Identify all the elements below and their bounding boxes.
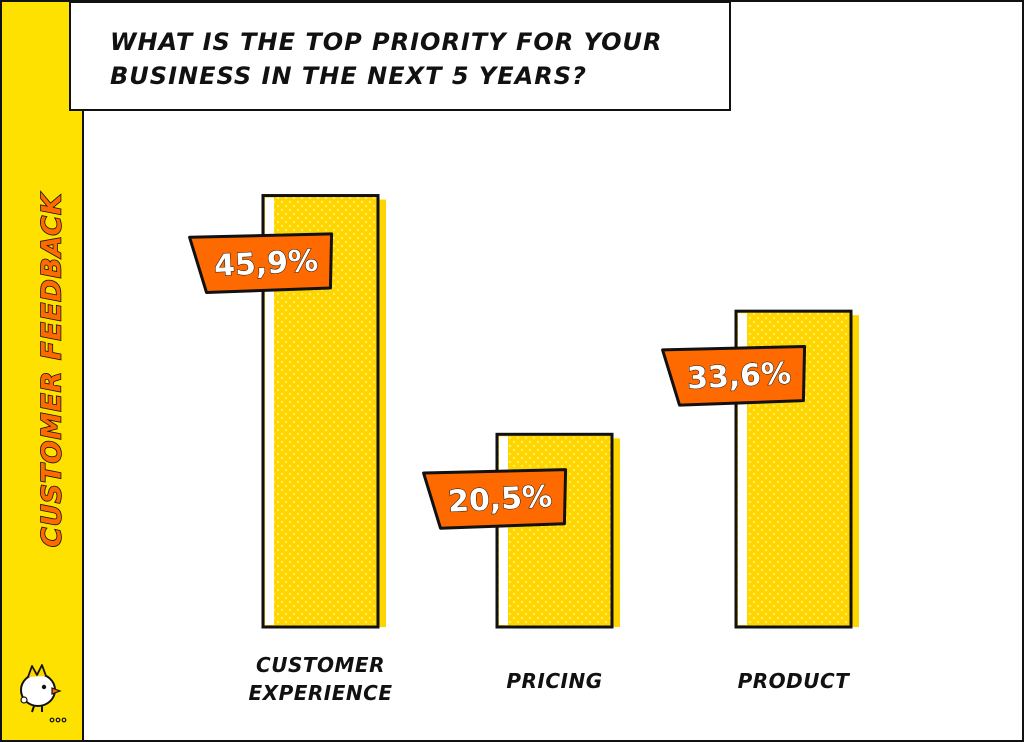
value-label-box (422, 468, 568, 530)
title-box (69, 1, 731, 111)
value-label-box (661, 344, 807, 407)
mascot-logo-icon (20, 664, 67, 723)
value-label: 45,9% (213, 244, 319, 284)
category-label: PRODUCT (738, 669, 851, 693)
bar-1 (495, 432, 614, 629)
sidebar-title: CUSTOMER FEEDBACK (37, 192, 68, 547)
bar-highlight (499, 436, 508, 625)
bar-highlight (738, 313, 747, 625)
bar-highlight (265, 197, 274, 626)
value-label: 33,6% (686, 356, 792, 396)
value-label-tag: 20,5% (422, 468, 568, 530)
value-label: 20,5% (447, 479, 553, 519)
value-label-tag: 45,9% (188, 232, 334, 294)
category-label: CUSTOMER (256, 653, 385, 677)
category-label: PRICING (506, 669, 602, 693)
sidebar-panel (0, 0, 84, 742)
chart-title-line-2: BUSINESS IN THE NEXT 5 YEARS? (110, 62, 587, 90)
value-label-box (188, 232, 334, 294)
bars-layer: 45,9% CUSTOMER EXPERIENCE 20,5% PRICING 33,6%… (188, 194, 859, 705)
category-label: EXPERIENCE (249, 681, 393, 705)
chart-title-line-1: WHAT IS THE TOP PRIORITY FOR YOUR (110, 28, 663, 56)
value-label-tag: 33,6% (661, 344, 807, 407)
